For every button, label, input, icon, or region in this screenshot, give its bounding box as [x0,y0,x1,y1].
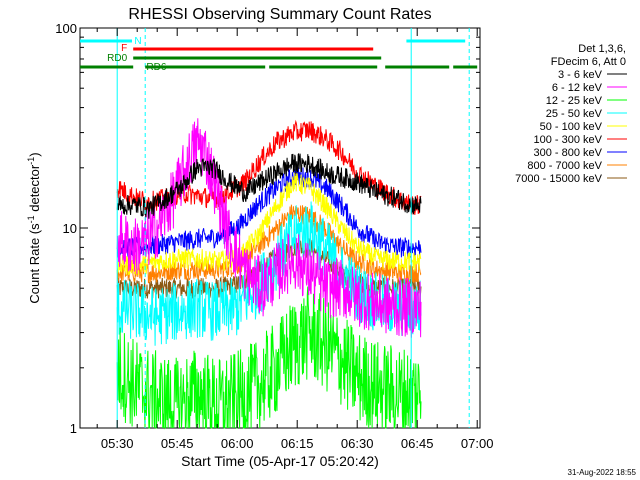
series-line-5 [116,119,422,215]
series-line-4 [116,172,422,276]
chart-title: RHESSI Observing Summary Count Rates [128,6,431,23]
series-line-2 [116,286,422,430]
flag-label-n: N [134,36,141,47]
legend-entry-6: 300 - 800 keV [534,147,603,159]
series-line-3 [116,201,422,346]
y-axis-label: Count Rate (s-1 detector-1) [26,152,42,303]
y-tick-label-0: 1 [70,421,77,436]
series-line-0 [116,152,422,219]
legend-header-detectors: Det 1,3,6, [578,43,626,55]
series-line-6 [116,167,422,259]
x-tick-label-5: 06:45 [401,436,434,451]
legend-entry-5: 100 - 300 keV [534,134,603,146]
legend-entry-3: 25 - 50 keV [546,108,603,120]
x-axis-label: Start Time (05-Apr-17 05:20:42) [181,453,379,469]
flag-label-f: F [121,43,127,54]
x-tick-label-1: 05:45 [161,436,194,451]
legend-entry-7: 800 - 7000 keV [527,160,602,172]
x-tick-label-3: 06:15 [281,436,314,451]
series-line-1 [116,118,422,338]
legend-entry-8: 7000 - 15000 keV [515,173,603,185]
legend-entry-0: 3 - 6 keV [558,69,603,81]
x-tick-label-4: 06:30 [341,436,374,451]
x-tick-label-2: 06:00 [221,436,254,451]
x-tick-label-6: 07:00 [461,436,494,451]
legend-entry-1: 6 - 12 keV [552,82,603,94]
legend-entry-2: 12 - 25 keV [546,95,603,107]
timestamp: 31-Aug-2022 18:55 [568,468,637,477]
series-line-7 [116,204,422,284]
y-tick-label-2: 100 [55,21,77,36]
legend-entry-4: 50 - 100 keV [540,121,603,133]
flag-label-rd0: RD0 [107,53,127,64]
y-tick-label-1: 10 [63,221,77,236]
legend-header-decimation: FDecim 6, Att 0 [551,56,626,68]
x-tick-label-0: 05:30 [101,436,134,451]
flag-label-rd6: RD6 [146,62,166,73]
